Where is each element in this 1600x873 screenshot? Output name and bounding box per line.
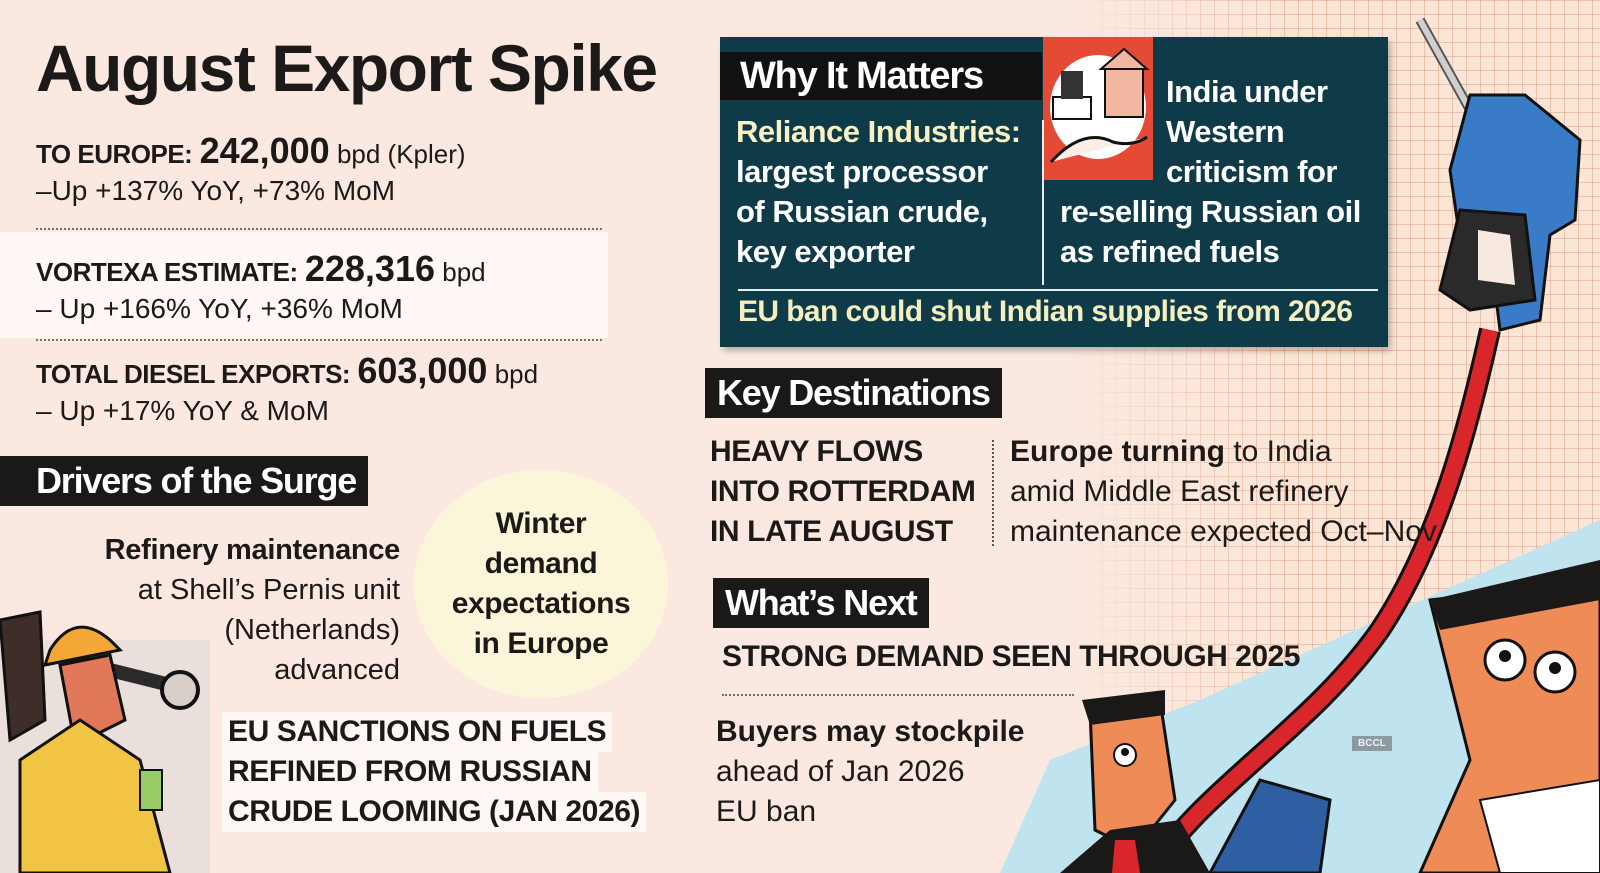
businessman-right-illustration [1418, 560, 1600, 873]
reliance-note: Reliance Industries: largest processor o… [736, 114, 1021, 269]
why-heading: Why It Matters [720, 52, 1042, 100]
credit-badge: BCCL [1352, 736, 1392, 751]
eu-ban-footer: EU ban could shut Indian supplies from 2… [738, 295, 1353, 328]
highlight-band [0, 232, 608, 338]
stat-to-europe: TO EUROPE: 242,000 bpd (Kpler) –Up +137%… [36, 130, 466, 207]
fuel-nozzle-icon [1415, 17, 1582, 332]
destinations-heading: Key Destinations [705, 368, 1002, 418]
drivers-heading: Drivers of the Surge [0, 456, 369, 506]
india-criticism-note: India under Western criticism for re-sel… [1060, 74, 1361, 269]
europe-turning-note: Europe turning to India amid Middle East… [1010, 435, 1437, 548]
rotterdam-flows: HEAVY FLOWS INTO ROTTERDAM IN LATE AUGUS… [710, 435, 976, 548]
oil-worker-illustration [0, 610, 210, 873]
dotted-separator [992, 440, 994, 546]
hose [1143, 328, 1498, 873]
refinery-driver: Refinery maintenance at Shell’s Pernis u… [104, 534, 401, 686]
handshake-icon [1043, 37, 1153, 180]
buyers-stockpile-note: Buyers may stockpile ahead of Jan 2026 E… [716, 715, 1025, 828]
divider [36, 339, 602, 341]
page-title: August Export Spike [36, 31, 658, 105]
divider [36, 228, 602, 230]
strong-demand-note: STRONG DEMAND SEEN THROUGH 2025 [722, 640, 1300, 673]
businessman-left-illustration [1060, 690, 1332, 873]
stat-total-diesel: TOTAL DIESEL EXPORTS: 603,000 bpd – Up +… [36, 350, 539, 427]
divider [722, 694, 1074, 696]
panel-divider [1042, 120, 1044, 285]
winter-demand-bubble: Winter demand expectations in Europe [414, 470, 668, 698]
sanctions-driver: EU SANCTIONS ON FUELS REFINED FROM RUSSI… [222, 712, 647, 832]
stat-vortexa: VORTEXA ESTIMATE: 228,316 bpd – Up +166%… [36, 248, 486, 325]
whats-next-heading: What’s Next [713, 578, 929, 628]
panel-rule [738, 289, 1378, 291]
